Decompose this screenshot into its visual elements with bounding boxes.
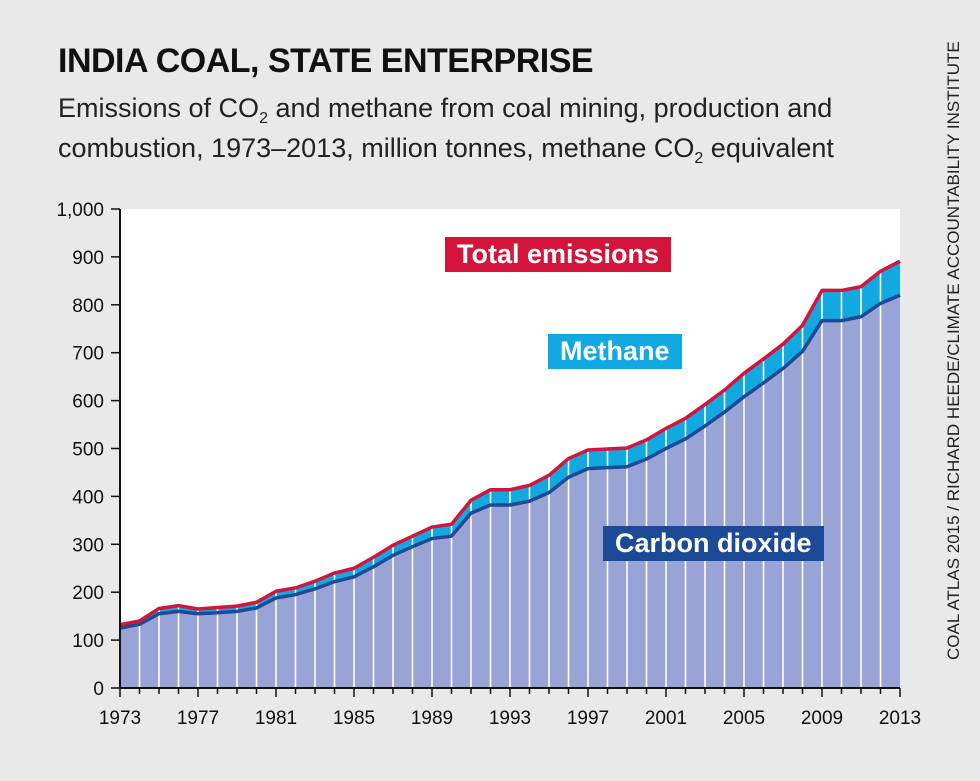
y-tick-label: 600 — [72, 392, 104, 413]
y-tick-label: 800 — [72, 296, 104, 317]
chart-title: INDIA COAL, STATE ENTERPRISE — [58, 42, 594, 80]
x-tick-label: 1973 — [99, 708, 141, 729]
methane-label: Methane — [548, 334, 682, 369]
x-tick-label: 1985 — [333, 708, 375, 729]
x-tick-label: 1997 — [567, 708, 609, 729]
y-tick-label: 900 — [72, 248, 104, 269]
y-tick-label: 0 — [93, 679, 104, 700]
x-tick-label: 2005 — [723, 708, 765, 729]
x-tick-label: 1989 — [411, 708, 453, 729]
subtitle-part: equivalent — [703, 133, 834, 163]
y-tick-label: 1,000 — [56, 200, 104, 221]
y-tick-label: 300 — [72, 535, 104, 556]
y-tick-label: 700 — [72, 344, 104, 365]
total-emissions-line — [119, 259, 901, 627]
x-tick-label: 1993 — [489, 708, 531, 729]
y-tick-label: 500 — [72, 440, 104, 461]
carbon-dioxide-label: Carbon dioxide — [603, 526, 824, 561]
x-tick-label: 1981 — [255, 708, 297, 729]
x-tick-label: 2013 — [879, 708, 921, 729]
x-tick-label: 1977 — [177, 708, 219, 729]
x-tick-label: 2001 — [645, 708, 687, 729]
subtitle-subscript: 2 — [694, 150, 704, 167]
subtitle-part: Emissions of CO — [58, 93, 260, 123]
y-tick-label: 200 — [72, 583, 104, 604]
chart-subtitle: Emissions of CO2 and methane from coal m… — [58, 88, 918, 168]
x-tick-label: 2009 — [801, 708, 843, 729]
subtitle-part: and methane from coal mining, production… — [58, 93, 833, 163]
total-emissions-label: Total emissions — [445, 237, 672, 272]
carbon-dioxide-line — [119, 293, 901, 630]
y-tick-label: 100 — [72, 631, 104, 652]
subtitle-subscript: 2 — [259, 110, 268, 127]
y-tick-label: 400 — [72, 487, 104, 508]
